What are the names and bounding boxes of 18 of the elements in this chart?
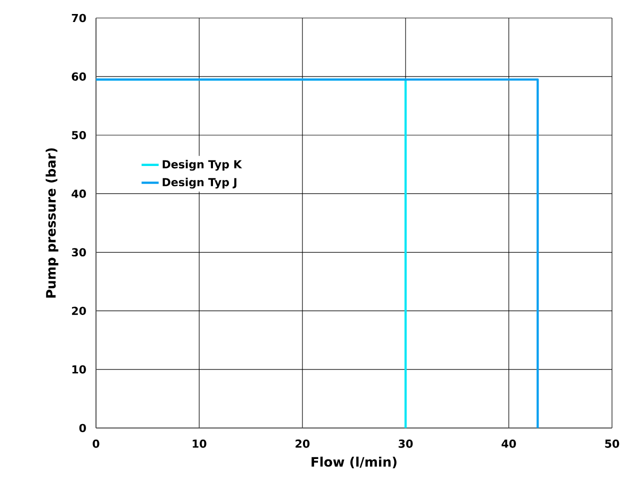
- y-tick-label: 70: [72, 14, 86, 22]
- y-tick-label: 20: [72, 306, 86, 316]
- x-tick-label: 10: [192, 440, 206, 448]
- x-tick-label: 40: [502, 440, 516, 448]
- y-tick-label: 50: [72, 130, 86, 140]
- y-axis-title: Pump pressure (bar): [46, 148, 58, 298]
- y-tick-label: 60: [72, 72, 86, 81]
- legend-label: Design Typ K: [162, 160, 242, 171]
- y-tick-label: 40: [72, 190, 86, 198]
- x-tick-label: 30: [398, 440, 413, 448]
- x-axis-title: Flow (l/min): [312, 456, 396, 468]
- x-tick-label: 20: [296, 440, 310, 448]
- x-tick-label: 0: [92, 440, 100, 448]
- x-tick-label: 50: [605, 440, 620, 448]
- legend-label: Design Typ J: [162, 178, 236, 189]
- y-tick-label: 0: [79, 424, 86, 432]
- y-tick-label: 10: [72, 365, 86, 374]
- y-tick-label: 30: [72, 248, 86, 256]
